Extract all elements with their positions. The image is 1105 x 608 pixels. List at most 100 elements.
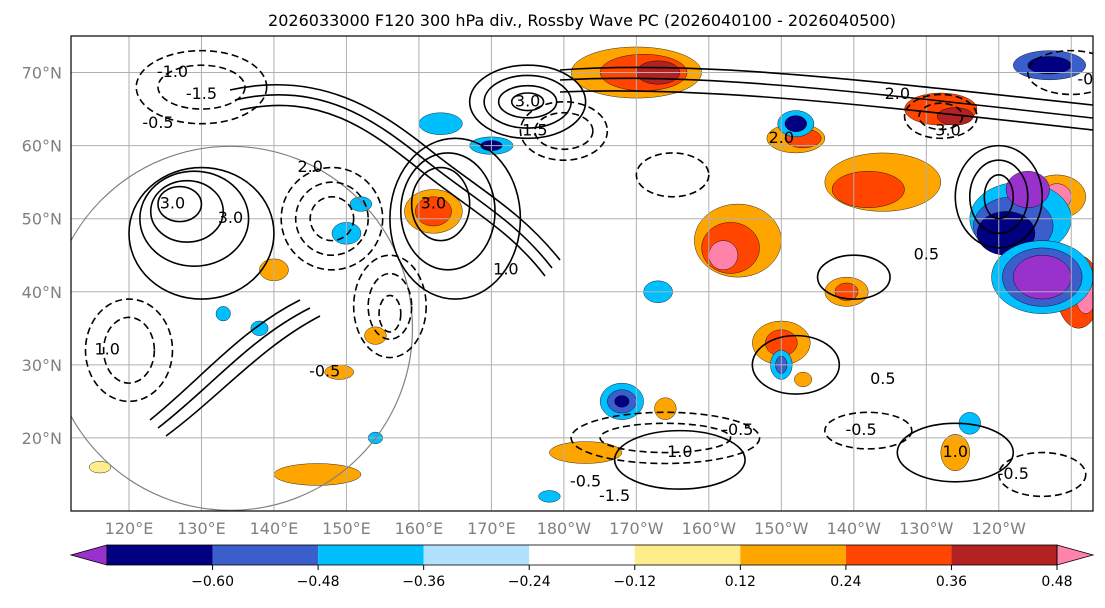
latitude-label: 70°N bbox=[22, 64, 62, 83]
positive-contour bbox=[139, 170, 250, 267]
negative-contour bbox=[309, 195, 355, 242]
colorbar-tick-label: −0.12 bbox=[613, 574, 656, 590]
colorbar: −0.60 −0.48 −0.36 −0.24 −0.12 0.12 0.24 0.36 0.4… bbox=[69, 544, 1095, 590]
positive-contour bbox=[954, 144, 1044, 249]
positive-contour bbox=[149, 299, 301, 421]
colorbar-extend-min bbox=[69, 544, 108, 566]
anomaly-neg bbox=[614, 395, 630, 408]
longitude-label: 130°W bbox=[899, 519, 954, 538]
positive-contour bbox=[468, 64, 587, 140]
colorbar-tick-label: 0.36 bbox=[936, 574, 967, 590]
anomaly-neg bbox=[1013, 255, 1072, 300]
positive-contour bbox=[157, 185, 203, 223]
negative-contour bbox=[102, 316, 156, 384]
anomaly-neg bbox=[784, 115, 807, 132]
longitude-label: 150°E bbox=[322, 519, 371, 538]
colorbar-cell bbox=[318, 545, 424, 565]
longitude-label: 160°E bbox=[395, 519, 444, 538]
colorbar-cell bbox=[423, 545, 530, 565]
anomaly-pos bbox=[831, 170, 905, 208]
contour-label: -0.5 bbox=[1077, 69, 1105, 88]
colorbar-tick-label: 0.12 bbox=[725, 574, 756, 590]
contour-label: -0.5 bbox=[570, 471, 601, 490]
colorbar-outline bbox=[106, 544, 1058, 566]
colorbar-tick-label: −0.24 bbox=[508, 574, 551, 590]
colorbar-cell bbox=[107, 545, 213, 565]
positive-contour bbox=[559, 66, 1093, 106]
map-frame bbox=[70, 35, 1094, 512]
colorbar-tick-label: 0.48 bbox=[1041, 574, 1072, 590]
negative-contour bbox=[367, 272, 413, 341]
anomaly-neg bbox=[1027, 56, 1072, 75]
colorbar-cell bbox=[529, 545, 635, 565]
contour-label: 1.0 bbox=[95, 340, 120, 359]
negative-contour bbox=[378, 294, 402, 333]
contour-label: -0.5 bbox=[142, 113, 173, 132]
colorbar-cell bbox=[634, 545, 741, 565]
anomaly-pos bbox=[549, 441, 623, 464]
latitude-label: 30°N bbox=[22, 356, 62, 375]
latitude-labels: 70°N 60°N 50°N 40°N 30°N 20°N bbox=[22, 64, 62, 448]
contour-label: 3.0 bbox=[421, 194, 446, 213]
longitude-labels: 120°E 130°E 140°E 150°E 160°E 170°E 180°W 170°W… bbox=[105, 519, 1026, 538]
contour-label: 1.0 bbox=[943, 442, 968, 461]
contour-label: 2.0 bbox=[297, 157, 322, 176]
colorbar-cell bbox=[212, 545, 319, 565]
longitude-label: 140°W bbox=[827, 519, 882, 538]
positive-contour bbox=[234, 93, 553, 269]
positive-contour bbox=[983, 174, 1015, 220]
longitude-label: 180°W bbox=[537, 519, 592, 538]
positive-contour bbox=[559, 90, 1093, 131]
longitude-label: 140°E bbox=[250, 519, 299, 538]
negative-contour bbox=[1026, 49, 1093, 96]
contour-label: 2.0 bbox=[885, 84, 910, 103]
positive-contour bbox=[229, 83, 561, 261]
negative-contour bbox=[352, 254, 427, 359]
contour-label: -0.5 bbox=[845, 420, 876, 439]
negative-contour bbox=[135, 49, 268, 125]
negative-contour bbox=[997, 451, 1087, 498]
colorbar-cell bbox=[740, 545, 846, 565]
map-title: 2026033000 F120 300 hPa div., Rossby Wav… bbox=[268, 11, 896, 30]
colorbar-tick-label: −0.60 bbox=[191, 574, 234, 590]
latitude-label: 50°N bbox=[22, 210, 62, 229]
contour-label: 3.0 bbox=[218, 208, 243, 227]
contour-label: -0.5 bbox=[1099, 486, 1105, 505]
longitude-label: 170°W bbox=[609, 519, 664, 538]
contour-label: -0.5 bbox=[722, 420, 753, 439]
longitude-label: 120°E bbox=[105, 519, 154, 538]
anomaly-neg bbox=[538, 490, 561, 503]
negative-contour bbox=[294, 181, 369, 257]
colorbar-cell bbox=[951, 545, 1057, 565]
latitude-label: 40°N bbox=[22, 283, 62, 302]
negative-contour bbox=[570, 411, 761, 465]
contour-label: 3.0 bbox=[515, 91, 540, 110]
negative-contour bbox=[824, 411, 913, 450]
positive-contour bbox=[968, 159, 1029, 235]
colorbar-extend-max bbox=[1056, 544, 1095, 566]
contour-label: 0.5 bbox=[914, 245, 939, 264]
contour-labels: 3.0 3.0 3.0 3.0 3.0 2.0 2.0 2.0 1.0 1.0 1.0 1.5 1.0 -… bbox=[95, 62, 1105, 505]
positive-contour bbox=[613, 429, 746, 490]
colorbar-tick-label: −0.48 bbox=[297, 574, 340, 590]
positive-contour bbox=[816, 254, 891, 300]
negative-contour bbox=[635, 152, 710, 198]
anomaly-neg bbox=[418, 112, 463, 135]
anomaly-neg bbox=[250, 320, 269, 336]
positive-contour bbox=[896, 422, 1015, 483]
anomaly-pos bbox=[88, 461, 112, 474]
contour-label: 3.0 bbox=[935, 121, 960, 140]
colorbar-cell bbox=[845, 545, 952, 565]
negative-contour bbox=[534, 111, 594, 151]
reference-circle bbox=[71, 145, 414, 511]
positive-contour bbox=[157, 307, 311, 429]
contour-label: 2.0 bbox=[769, 128, 794, 147]
negative-contour bbox=[903, 93, 978, 140]
contour-label: -1.5 bbox=[599, 486, 630, 505]
anomaly-pos bbox=[940, 434, 970, 472]
contour-label: 1.0 bbox=[667, 442, 692, 461]
positive-contour bbox=[149, 179, 225, 243]
anomaly-pos bbox=[364, 326, 387, 345]
